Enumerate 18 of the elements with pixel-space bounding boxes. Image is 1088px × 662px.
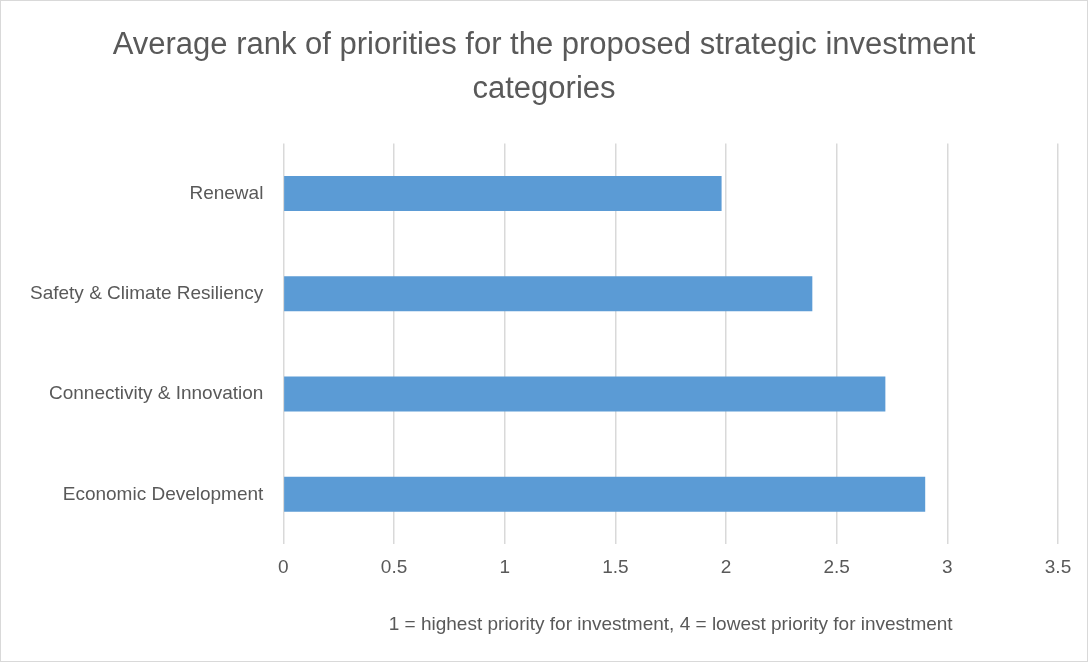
y-tick-label: Economic Development bbox=[62, 482, 265, 504]
bar bbox=[284, 175, 722, 212]
y-tick-label: Renewal bbox=[189, 181, 264, 203]
x-tick-label: 2 bbox=[720, 556, 732, 578]
x-tick-label: 1 bbox=[499, 556, 510, 578]
x-tick-label: 1.5 bbox=[602, 556, 629, 578]
bar bbox=[284, 276, 813, 312]
y-tick-label: Safety & Climate Resiliency bbox=[29, 282, 264, 304]
chart-title: Average rank of priorities for the proposed strategic investment categories bbox=[111, 25, 977, 107]
y-tick-label: Connectivity & Innovation bbox=[48, 382, 264, 404]
x-tick-label: 2.5 bbox=[823, 556, 850, 578]
x-tick-label: 3 bbox=[942, 556, 953, 578]
bar bbox=[284, 476, 926, 512]
bar bbox=[284, 376, 886, 412]
x-tick-label: 3.5 bbox=[1044, 556, 1072, 578]
x-tick-label: 0.5 bbox=[380, 556, 408, 578]
x-axis-title: 1 = highest priority for investment, 4 = lowest priority for investment bbox=[388, 612, 954, 634]
x-tick-label: 0 bbox=[278, 556, 289, 578]
